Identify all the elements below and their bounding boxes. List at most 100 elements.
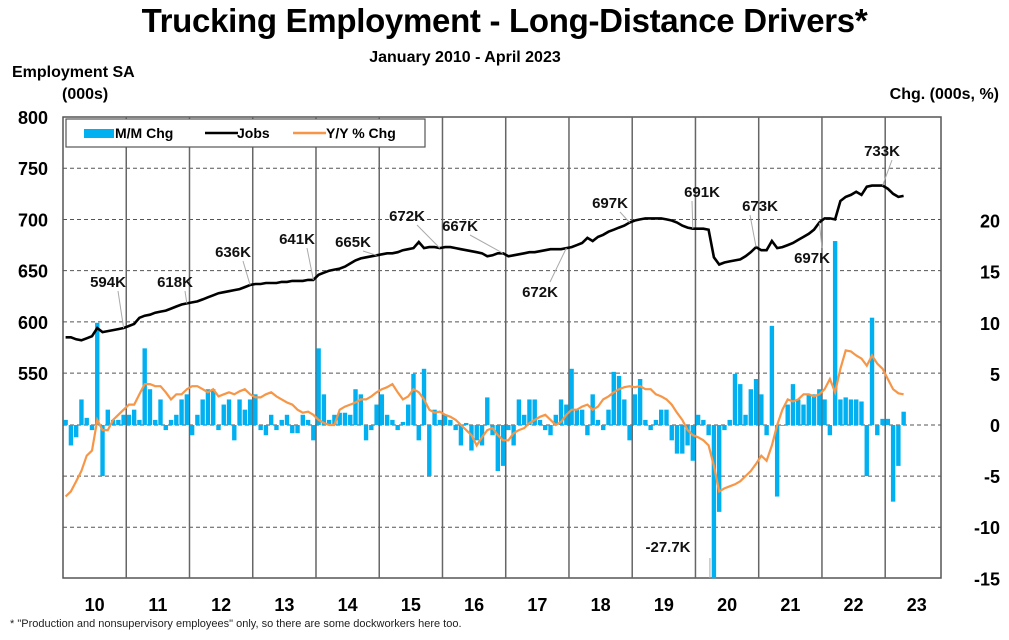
mm-chg-bar [532, 399, 537, 425]
annotation-leader [242, 260, 251, 286]
footnote: * "Production and nonsupervisory employe… [10, 618, 462, 630]
mm-chg-bar [753, 379, 759, 425]
plot-frame [62, 116, 942, 579]
mm-chg-bar [669, 425, 674, 441]
mm-chg-bar [332, 414, 337, 425]
mm-chg-bar [374, 404, 379, 425]
y-right-tick-label: -10 [974, 518, 1000, 538]
mm-chg-bar [274, 425, 279, 431]
mm-chg-bar [506, 425, 511, 431]
mm-chg-bar [153, 419, 158, 425]
mm-chg-bar [511, 425, 516, 446]
mm-chg-bar [390, 419, 395, 425]
mm-chg-bar [432, 409, 437, 425]
mm-chg-bar [880, 418, 885, 425]
mm-chg-bar [126, 414, 132, 425]
x-tick-label: 15 [401, 595, 421, 615]
mm-chg-bar [263, 425, 269, 436]
mm-chg-bar [189, 425, 195, 436]
mm-chg-bar [543, 425, 548, 431]
mm-chg-bar [174, 414, 179, 425]
annotation-label: 672K [522, 284, 558, 301]
y-right-tick-label: -5 [984, 467, 1000, 487]
mm-chg-bar [358, 394, 363, 425]
annotation-leader [549, 247, 567, 283]
mm-chg-bar [63, 419, 68, 425]
mm-chg-bar [453, 425, 458, 431]
x-tick-label: 19 [654, 595, 674, 615]
mm-chg-bar [521, 414, 527, 425]
mm-chg-bar [485, 397, 490, 425]
mm-chg-bar [337, 412, 342, 425]
legend-box [65, 118, 426, 148]
mm-chg-bar [142, 348, 147, 425]
mm-chg-bar [585, 425, 590, 436]
mm-chg-bar [790, 384, 796, 425]
mm-chg-bar [738, 384, 743, 425]
mm-chg-bar [701, 419, 706, 425]
annotation-leader [619, 211, 630, 223]
chart-title: Trucking Employment - Long-Distance Driv… [141, 2, 868, 39]
mm-chg-bar [411, 373, 416, 425]
mm-chg-bar [221, 404, 226, 425]
mm-chg-bar [706, 425, 711, 436]
mm-chg-bar [890, 425, 896, 502]
annotation-label: 641K [279, 231, 315, 248]
mm-chg-bar [247, 399, 253, 425]
mm-chg-bar [711, 425, 717, 579]
mm-chg-bar [158, 399, 163, 425]
annotation-label: 636K [215, 244, 251, 261]
mm-chg-bar [643, 419, 648, 425]
mm-chg-bar [131, 409, 137, 425]
mm-chg-bar [716, 425, 722, 512]
annotation-label: 665K [335, 234, 371, 251]
mm-chg-bar [442, 414, 448, 425]
mm-chg-bar [168, 419, 174, 425]
annotation-leader [362, 250, 377, 256]
y-right-tick-label: 20 [980, 212, 1000, 232]
x-tick-label: 11 [148, 595, 167, 615]
annotation-label: 697K [592, 195, 628, 212]
mm-chg-bar [295, 425, 300, 434]
mm-chg-bar [490, 425, 495, 436]
annotation-leader [117, 290, 125, 329]
mm-chg-bar [843, 397, 848, 425]
mm-chg-bar [648, 425, 653, 431]
annotation-leader [818, 222, 823, 249]
annotation-leader [184, 290, 188, 304]
annotation-leader [306, 247, 314, 280]
mm-chg-bar [579, 409, 585, 425]
mm-chg-bar [548, 425, 553, 436]
mm-chg-bar [764, 425, 769, 436]
y-left-tick-label: 600 [18, 313, 48, 333]
y-axis-left-label-line1: Employment SA [12, 64, 135, 81]
mm-chg-bar [806, 394, 811, 425]
mm-chg-bar [95, 322, 100, 425]
mm-chg-bar [279, 419, 284, 425]
mm-chg-bar [232, 425, 237, 441]
mm-chg-bar [211, 389, 216, 425]
mm-chg-bar [284, 414, 290, 425]
y-right-tick-label: 0 [990, 416, 1000, 436]
mm-chg-bar [627, 425, 632, 441]
y-right-tick-label: 5 [990, 365, 1000, 385]
mm-chg-bar [226, 399, 232, 425]
mm-chg-bar [780, 425, 785, 426]
mm-chg-bar [748, 389, 754, 425]
mm-chg-bar [685, 425, 690, 446]
mm-chg-bar [474, 425, 479, 441]
mm-chg-bar [827, 425, 833, 436]
mm-chg-bar [384, 414, 390, 425]
mm-chg-bar [416, 425, 421, 441]
mm-chg-bar [832, 241, 838, 425]
mm-chg-bar [885, 418, 891, 425]
mm-chg-bar [606, 409, 611, 425]
mm-chg-bar [859, 401, 864, 425]
y-axis-left-label-line2: (000s) [62, 86, 109, 103]
mm-chg-bar [674, 425, 680, 454]
annotation-leader [469, 234, 504, 254]
y-right-tick-label: 15 [980, 263, 1000, 283]
mm-chg-bar [163, 425, 168, 431]
annotation-leader [416, 224, 441, 249]
y-left-tick-label: 650 [18, 262, 48, 282]
